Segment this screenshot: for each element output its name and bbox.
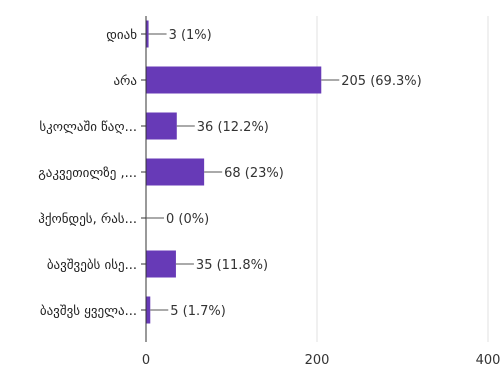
- data-label: 68 (23%): [224, 166, 284, 181]
- x-tick-label: 200: [305, 353, 330, 368]
- bar: [146, 296, 151, 324]
- category-label: სკოლაში წაღ...: [39, 120, 137, 135]
- data-label: 3 (1%): [169, 28, 212, 43]
- x-tick-label: 0: [142, 353, 150, 368]
- category-label: გაკვეთილზე ,...: [38, 166, 137, 181]
- grid-lines: [316, 16, 489, 342]
- bar: [146, 20, 149, 48]
- data-label: 5 (1.7%): [170, 304, 226, 319]
- x-tick-label: 400: [476, 353, 501, 368]
- category-label: ჰქონდეს, რას...: [38, 212, 137, 227]
- bar: [146, 250, 176, 278]
- category-label: არა: [113, 74, 137, 89]
- bar: [146, 66, 322, 94]
- data-label: 35 (11.8%): [196, 258, 268, 273]
- labels: 0 200 400 დიახ 3 (1%) არა 205 (69.3%) სკოლაში წ…: [38, 28, 500, 368]
- category-label: ბავშვს ყველა...: [40, 304, 137, 319]
- data-label: 0 (0%): [166, 212, 209, 227]
- category-label: ბავშვებს ისე...: [47, 258, 137, 273]
- data-label: 36 (12.2%): [197, 120, 269, 135]
- data-label: 205 (69.3%): [341, 74, 421, 89]
- bars: [146, 20, 322, 324]
- bar: [146, 112, 177, 140]
- bar: [146, 158, 205, 186]
- category-label: დიახ: [106, 28, 137, 43]
- axes: [141, 16, 340, 342]
